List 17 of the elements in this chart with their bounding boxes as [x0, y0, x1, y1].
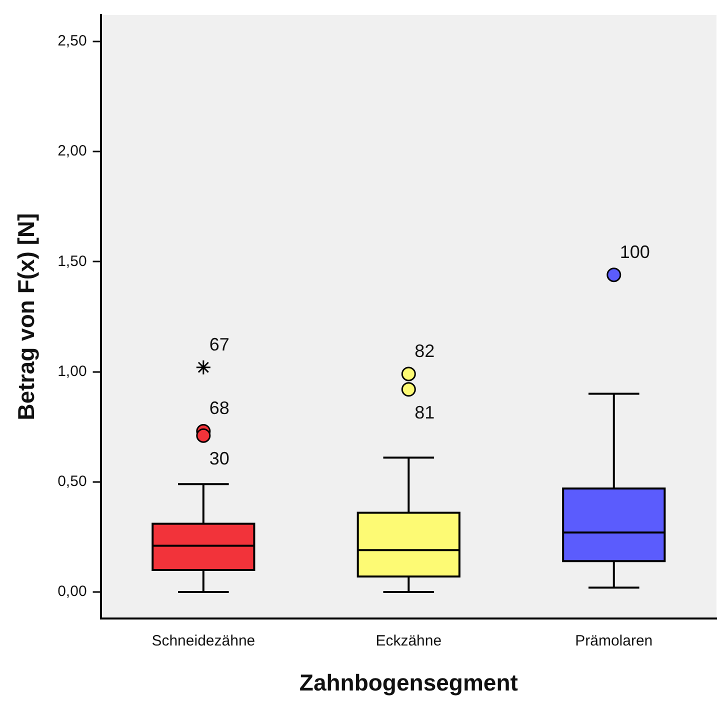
- y-tick-label: 2,00: [58, 142, 87, 160]
- x-axis-title: Zahnbogensegment: [299, 670, 518, 696]
- annotation: 30: [209, 448, 230, 469]
- annotation: 67: [209, 334, 230, 354]
- y-tick-label: 0,00: [58, 583, 87, 600]
- y-tick-label: 2,50: [58, 32, 87, 50]
- x-tick-label: Schneidezähne: [152, 632, 256, 650]
- annotation: 82: [414, 340, 435, 361]
- x-tick-label: Prämolaren: [575, 632, 653, 650]
- y-tick-label: 0,50: [58, 473, 87, 490]
- y-tick-label: 1,50: [58, 252, 87, 270]
- y-axis-title: Betrag von F(x) [N]: [13, 213, 40, 420]
- annotation: 68: [209, 398, 230, 418]
- annotation: 100: [620, 242, 650, 262]
- annotation: 81: [414, 402, 435, 422]
- y-tick-label: 1,00: [58, 362, 87, 380]
- x-tick-label: Eckzähne: [376, 632, 442, 650]
